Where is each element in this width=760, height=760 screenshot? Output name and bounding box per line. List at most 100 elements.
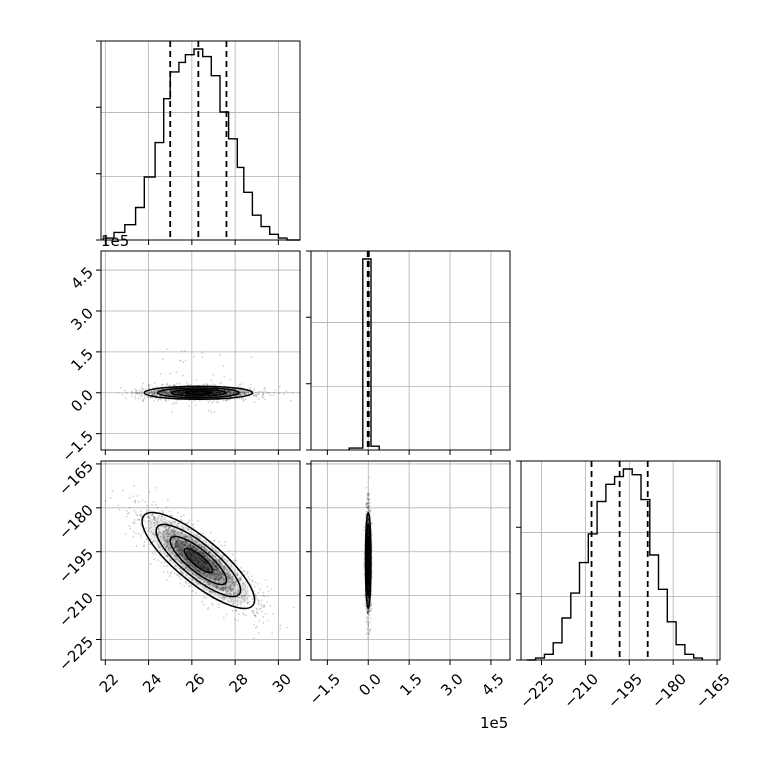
sample-point [211,583,214,585]
sample-point [125,392,128,395]
sample-point [221,576,223,578]
sample-point [252,393,255,396]
sample-point [205,391,208,394]
sample-point [229,588,231,591]
sample-point [167,540,170,543]
sample-point [209,590,212,593]
sample-point [363,603,366,606]
sample-point [204,555,206,558]
sample-point [199,577,202,579]
sample-point [212,391,215,394]
sample-point [227,389,229,392]
sample-point [264,390,267,393]
sample-point [218,582,221,584]
sample-point [188,544,191,547]
sample-point [242,582,245,585]
sample-point [166,539,169,541]
sample-point [188,582,191,585]
sample-point [193,355,196,358]
sample-point [170,532,173,535]
sample-point [222,577,225,580]
sample-point [159,535,162,538]
sample-point [242,597,245,600]
sample-point [135,390,137,392]
sample-point [203,561,205,563]
sample-point [163,552,166,555]
sample-point [246,391,248,393]
sample-point [198,391,201,394]
sample-point [246,571,249,573]
sample-point [222,586,225,589]
sample-point [177,545,180,547]
sample-point [290,399,292,402]
sample-point [136,391,139,394]
sample-point [224,596,227,598]
sample-point [223,544,226,547]
sample-point [195,379,198,382]
sample-point [233,580,236,583]
sample-point [180,541,183,543]
sample-point [365,605,367,607]
sample-point [175,541,178,544]
sample-point [154,487,157,489]
sample-point [218,574,221,577]
sample-point [366,502,369,505]
sample-point [186,562,189,565]
sample-point [155,392,158,394]
sample-point [196,582,199,585]
sample-point [253,389,256,392]
sample-point [202,551,204,554]
sample-point [121,393,124,396]
sample-point [141,393,144,395]
sample-point [248,578,251,581]
sample-point [236,592,239,595]
sample-point [133,388,136,390]
sample-point [230,580,233,582]
sample-point [366,505,369,508]
sample-point [245,392,247,395]
sample-point [253,614,256,617]
sample-point [229,393,232,396]
sample-point [215,391,218,394]
sample-point [178,538,181,541]
sample-point [176,540,179,543]
sample-point [203,547,206,550]
sample-point [251,611,254,614]
sample-point [199,573,202,575]
sample-point [177,549,180,552]
sample-point [175,558,178,561]
sample-point [266,391,269,394]
sample-point [236,603,239,605]
sample-point [261,395,264,398]
sample-point [225,613,228,616]
sample-point [166,390,169,392]
sample-point [370,523,373,525]
sample-point [213,580,216,582]
sample-point [243,600,246,602]
sample-point [140,390,143,393]
sample-point [165,385,167,387]
sample-point [217,573,220,576]
sample-point [211,591,214,593]
sample-point [161,392,164,394]
sample-point [175,574,178,576]
sample-point [187,568,190,571]
sample-point [367,633,370,636]
sample-point [173,391,176,394]
sample-point [264,579,267,582]
sample-point [229,585,232,587]
sample-point [363,573,366,576]
sample-point [210,574,213,577]
sample-point [153,516,156,519]
sample-point [193,553,195,556]
sample-point [193,547,196,550]
sample-point [165,555,168,558]
sample-point [145,391,148,394]
sample-point [189,561,191,564]
sample-point [148,490,151,493]
sample-point [181,525,184,528]
scatter-samples-1-0 [117,348,300,414]
sample-point [153,522,156,524]
sample-point [178,554,181,557]
sample-point [187,521,190,524]
